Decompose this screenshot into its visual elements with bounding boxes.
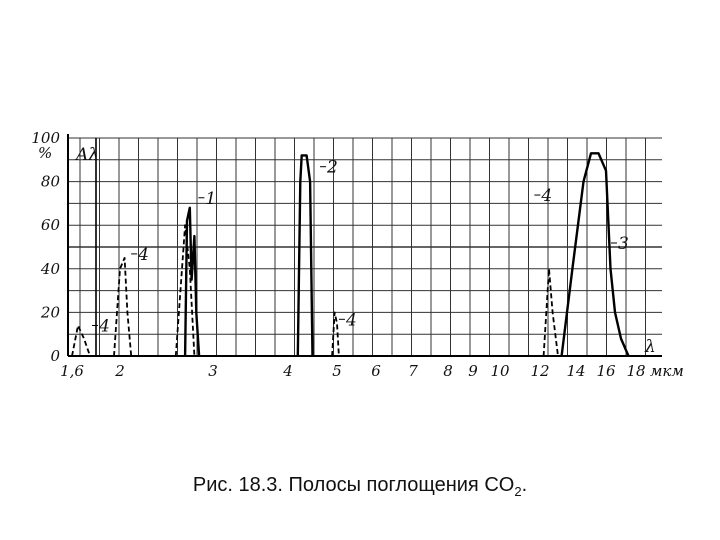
y-tick-label: 0: [50, 347, 60, 365]
series-4-line: [331, 311, 340, 357]
y-tick-label: 80: [41, 173, 61, 191]
series-2-line: [296, 154, 314, 357]
x-tick-label: 3: [208, 362, 218, 380]
y-tick-label: 20: [40, 303, 61, 321]
x-tick-label: 2: [114, 362, 125, 380]
series-2-label: 2: [326, 158, 338, 178]
x-tick-label: 4: [282, 362, 293, 380]
figure-caption: Рис. 18.3. Полосы поглощения CO2.: [0, 474, 720, 499]
series-3-label: 3: [618, 234, 629, 254]
series-4-label: 4: [137, 245, 149, 265]
series-3-line: [560, 152, 630, 357]
x-tick-label: 9: [468, 362, 478, 380]
y-tick-label: 100: [31, 129, 60, 147]
series-1-label: 1: [205, 189, 216, 209]
caption-suffix: .: [521, 474, 528, 496]
y-tick-label: 40: [40, 260, 61, 278]
x-tick-label: 5: [332, 362, 342, 380]
x-tick-label: 16: [596, 362, 616, 380]
series-4-label: 4: [540, 186, 552, 206]
series-4-line: [113, 256, 133, 357]
series-4-line: [542, 267, 559, 357]
chart-frame: [67, 134, 662, 357]
series-4-line: [71, 324, 91, 357]
chart-grid: [68, 137, 662, 357]
x-axis-symbol: λ: [644, 337, 656, 357]
series-4-label: 4: [345, 310, 357, 330]
x-tick-label: 1,6: [60, 362, 84, 380]
series-1-line: [183, 206, 201, 357]
x-tick-label: 14: [566, 362, 585, 380]
series-4-label: 4: [98, 316, 110, 336]
caption-text: Рис. 18.3. Полосы поглощения CO: [192, 474, 515, 496]
y-unit-label: %: [38, 144, 52, 162]
x-tick-label: 10: [490, 362, 510, 380]
x-tick-label: 18: [626, 362, 645, 380]
series-4-line: [174, 224, 196, 357]
chart-annotations: Aλ % λ мкм: [38, 144, 684, 380]
chart-series: 1 2 3 4 4 4 4: [71, 152, 630, 357]
x-tick-label: 12: [530, 362, 549, 380]
x-tick-label: 6: [371, 362, 381, 380]
x-unit-label: мкм: [650, 362, 684, 380]
x-tick-label: 7: [408, 362, 418, 380]
caption-subscript: 2: [514, 484, 522, 499]
y-tick-label: 60: [41, 216, 61, 234]
x-tick-label: 8: [443, 362, 453, 380]
y-axis-symbol: Aλ: [74, 145, 99, 165]
